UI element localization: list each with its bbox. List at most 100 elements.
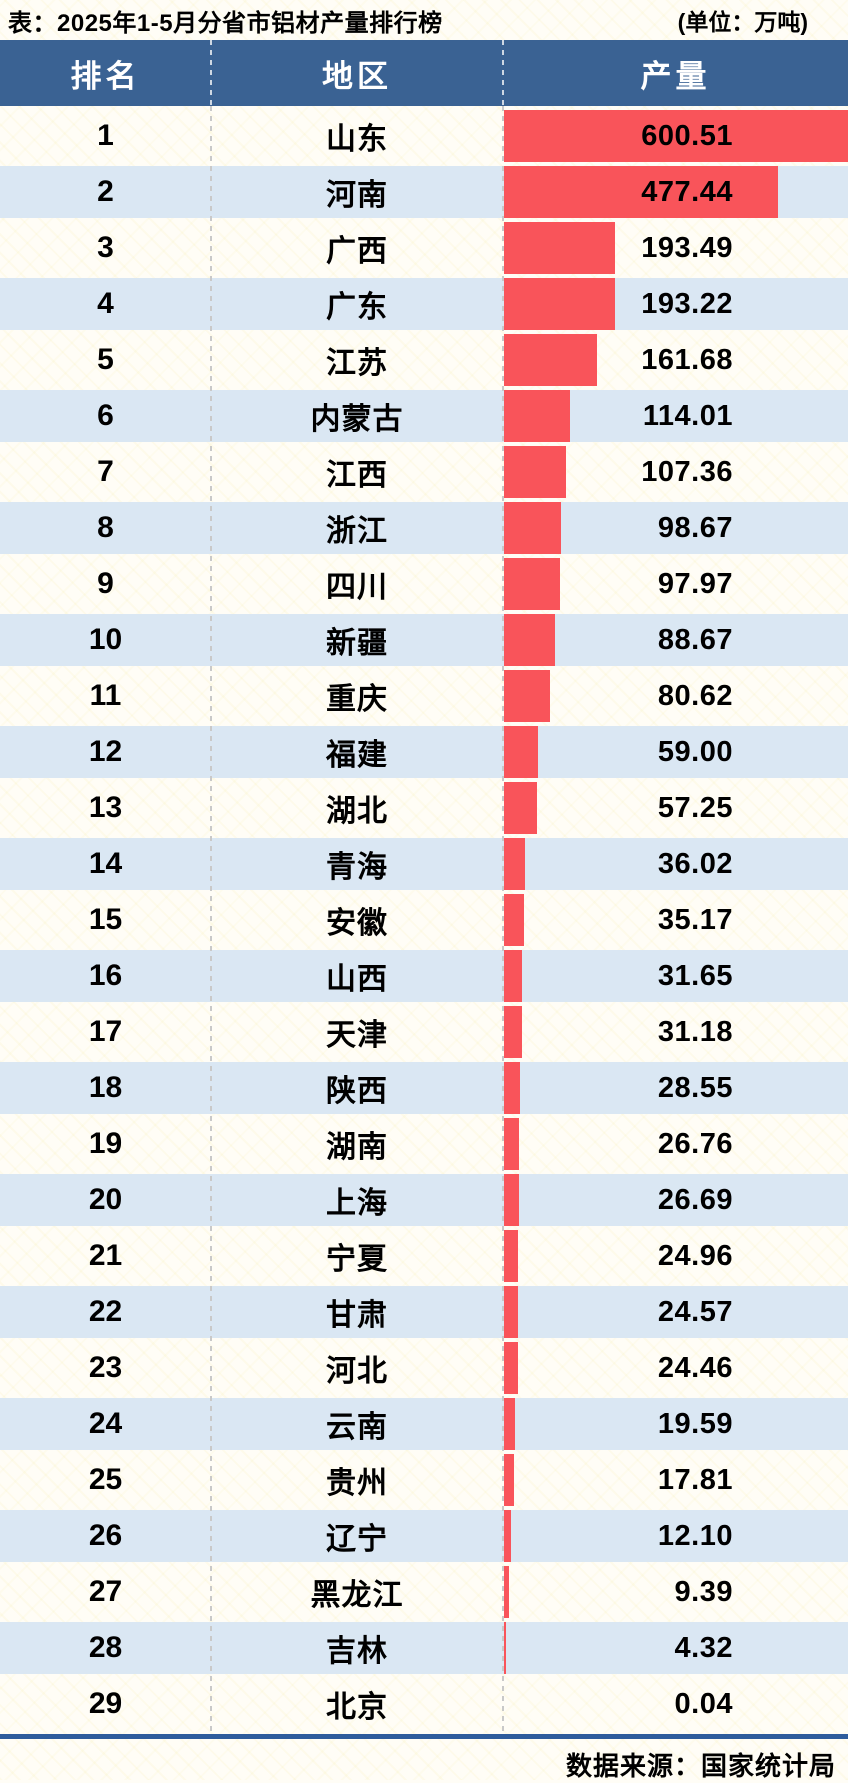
region-cell: 江西 — [211, 450, 503, 494]
table-row: 2 河南 477.44 — [0, 166, 848, 218]
data-source: 数据来源：国家统计局 — [0, 1746, 848, 1783]
footer-divider — [0, 1734, 848, 1739]
unit-label: (单位：万吨) — [678, 3, 848, 37]
region-cell: 山西 — [211, 954, 503, 998]
production-bar — [504, 334, 597, 386]
table-row: 29 北京 0.04 — [0, 1678, 848, 1730]
production-bar — [504, 1342, 518, 1394]
rank-cell: 3 — [0, 231, 211, 265]
table-row: 12 福建 59.00 — [0, 726, 848, 778]
rank-cell: 24 — [0, 1407, 211, 1441]
table-body: 1 山东 600.51 2 河南 477.44 3 广西 193.49 4 广东… — [0, 110, 848, 1730]
rank-cell: 23 — [0, 1351, 211, 1385]
rank-cell: 19 — [0, 1127, 211, 1161]
value-cell: 24.57 — [503, 1286, 848, 1338]
rank-cell: 12 — [0, 735, 211, 769]
value-cell: 0.04 — [503, 1678, 848, 1730]
table-row: 20 上海 26.69 — [0, 1174, 848, 1226]
value-cell: 600.51 — [503, 110, 848, 162]
column-header-value: 产量 — [503, 51, 848, 96]
table-row: 11 重庆 80.62 — [0, 670, 848, 722]
table-row: 3 广西 193.49 — [0, 222, 848, 274]
value-cell: 59.00 — [503, 726, 848, 778]
rank-cell: 10 — [0, 623, 211, 657]
production-bar — [504, 1118, 519, 1170]
rank-cell: 14 — [0, 847, 211, 881]
rank-cell: 8 — [0, 511, 211, 545]
production-bar — [504, 894, 524, 946]
title-bar: 表：2025年1-5月分省市铝材产量排行榜 (单位：万吨) — [0, 0, 848, 40]
table-row: 24 云南 19.59 — [0, 1398, 848, 1450]
rank-cell: 27 — [0, 1575, 211, 1609]
rank-cell: 2 — [0, 175, 211, 209]
table-row: 19 湖南 26.76 — [0, 1118, 848, 1170]
production-value: 57.25 — [658, 782, 848, 834]
value-cell: 114.01 — [503, 390, 848, 442]
production-value: 26.76 — [658, 1118, 848, 1170]
value-cell: 24.96 — [503, 1230, 848, 1282]
rank-cell: 17 — [0, 1015, 211, 1049]
value-cell: 193.49 — [503, 222, 848, 274]
value-cell: 477.44 — [503, 166, 848, 218]
region-cell: 北京 — [211, 1682, 503, 1726]
production-value: 0.04 — [675, 1678, 848, 1730]
production-value: 193.49 — [641, 222, 848, 274]
value-cell: 26.76 — [503, 1118, 848, 1170]
table-row: 16 山西 31.65 — [0, 950, 848, 1002]
production-bar — [504, 950, 522, 1002]
value-cell: 161.68 — [503, 334, 848, 386]
production-value: 31.18 — [658, 1006, 848, 1058]
production-bar — [504, 222, 615, 274]
rank-cell: 26 — [0, 1519, 211, 1553]
table-row: 4 广东 193.22 — [0, 278, 848, 330]
value-cell: 24.46 — [503, 1342, 848, 1394]
region-cell: 湖南 — [211, 1122, 503, 1166]
rank-cell: 16 — [0, 959, 211, 993]
production-bar — [504, 1230, 518, 1282]
production-value: 477.44 — [641, 166, 848, 218]
value-cell: 31.65 — [503, 950, 848, 1002]
production-bar — [504, 1566, 509, 1618]
production-bar — [504, 1006, 522, 1058]
production-value: 35.17 — [658, 894, 848, 946]
region-cell: 重庆 — [211, 674, 503, 718]
production-value: 193.22 — [641, 278, 848, 330]
production-bar — [504, 446, 566, 498]
production-bar — [504, 838, 525, 890]
table-row: 27 黑龙江 9.39 — [0, 1566, 848, 1618]
table-row: 7 江西 107.36 — [0, 446, 848, 498]
table-row: 5 江苏 161.68 — [0, 334, 848, 386]
rank-cell: 7 — [0, 455, 211, 489]
production-value: 31.65 — [658, 950, 848, 1002]
region-cell: 河南 — [211, 170, 503, 214]
rank-cell: 25 — [0, 1463, 211, 1497]
region-cell: 宁夏 — [211, 1234, 503, 1278]
production-bar — [504, 1174, 519, 1226]
table-row: 21 宁夏 24.96 — [0, 1230, 848, 1282]
region-cell: 四川 — [211, 562, 503, 606]
rank-cell: 20 — [0, 1183, 211, 1217]
production-value: 107.36 — [641, 446, 848, 498]
production-value: 98.67 — [658, 502, 848, 554]
production-bar — [504, 502, 561, 554]
production-value: 4.32 — [675, 1622, 848, 1674]
value-cell: 35.17 — [503, 894, 848, 946]
region-cell: 天津 — [211, 1010, 503, 1054]
value-cell: 28.55 — [503, 1062, 848, 1114]
rank-cell: 28 — [0, 1631, 211, 1665]
production-value: 97.97 — [658, 558, 848, 610]
rank-cell: 21 — [0, 1239, 211, 1273]
rank-cell: 9 — [0, 567, 211, 601]
production-value: 88.67 — [658, 614, 848, 666]
production-bar — [504, 726, 538, 778]
rank-cell: 6 — [0, 399, 211, 433]
rank-cell: 5 — [0, 343, 211, 377]
value-cell: 88.67 — [503, 614, 848, 666]
production-value: 114.01 — [643, 390, 848, 442]
value-cell: 19.59 — [503, 1398, 848, 1450]
production-bar — [504, 1622, 506, 1674]
production-bar — [504, 558, 560, 610]
table-row: 8 浙江 98.67 — [0, 502, 848, 554]
value-cell: 193.22 — [503, 278, 848, 330]
